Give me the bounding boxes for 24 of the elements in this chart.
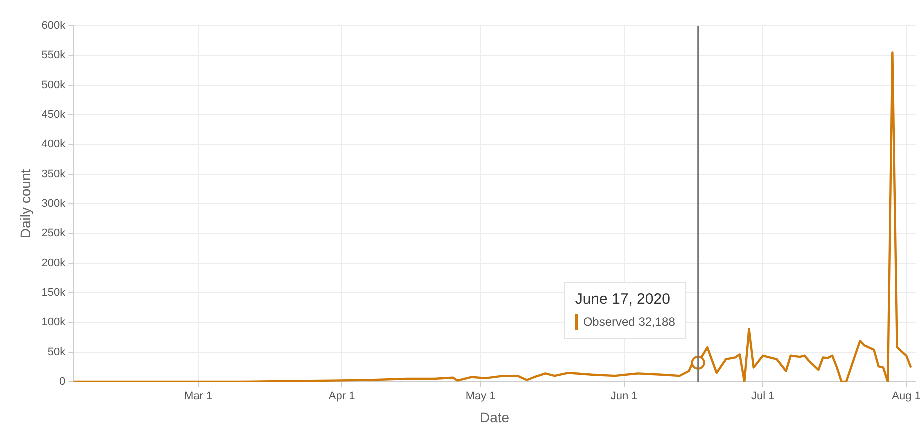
y-tick-label: 600k: [42, 20, 66, 32]
tooltip-box: June 17, 2020 Observed 32,188: [564, 282, 686, 340]
y-tick-label: 500k: [42, 79, 66, 92]
y-tick-label: 0: [60, 376, 66, 388]
y-tick-label: 100k: [42, 316, 66, 329]
x-axis-title: Date: [480, 409, 510, 426]
y-tick-label: 550k: [42, 50, 66, 62]
x-tick-label: Mar 1: [184, 390, 213, 403]
y-tick-label: 350k: [42, 168, 66, 180]
y-tick-label: 150k: [42, 287, 66, 300]
y-tick-label: 50k: [48, 346, 66, 358]
x-tick-label: Aug 1: [892, 390, 921, 403]
y-tick-label: 300k: [42, 198, 66, 210]
annotation: Observed 32,188: [583, 315, 676, 330]
y-tick-label: 450k: [42, 109, 66, 122]
annotation: June 17, 2020: [575, 291, 670, 308]
y-axis-title: Daily count: [17, 169, 34, 239]
x-tick-label: Apr 1: [328, 390, 356, 403]
y-tick-label: 200k: [42, 257, 66, 270]
y-tick-label: 250k: [42, 228, 66, 240]
x-tick-label: Jun 1: [610, 390, 638, 403]
x-tick-label: May 1: [466, 390, 496, 403]
y-tick-label: 400k: [42, 138, 66, 151]
x-tick-label: Jul 1: [751, 390, 775, 403]
